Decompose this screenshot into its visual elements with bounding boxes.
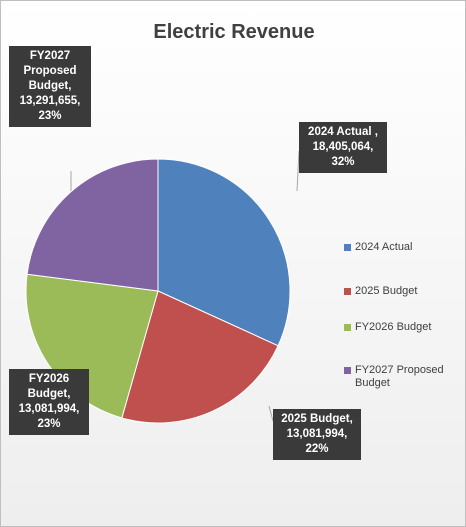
leader-line <box>268 405 274 422</box>
pie-slice <box>26 158 159 292</box>
legend-item: FY2026 Budget <box>344 321 459 334</box>
legend-label: 2025 Budget <box>355 285 418 297</box>
chart-title: Electric Revenue <box>153 21 315 43</box>
pie-slice <box>25 273 159 419</box>
data-label: 2025 Budget, 13,081,994, 22% <box>273 409 361 460</box>
legend-swatch <box>344 324 351 331</box>
data-label: FY2027 Proposed Budget, 13,291,655, 23% <box>9 46 91 127</box>
legend-swatch <box>344 367 351 374</box>
data-label: FY2026 Budget, 13,081,994, 23% <box>9 369 89 435</box>
legend-swatch <box>344 288 351 295</box>
legend-item: 2025 Budget <box>344 285 459 298</box>
legend-label: FY2027 Proposed Budget <box>355 364 444 389</box>
data-label: 2024 Actual , 18,405,064, 32% <box>299 122 387 173</box>
legend-item: FY2027 Proposed Budget <box>344 364 459 390</box>
legend-item: 2024 Actual <box>344 241 459 254</box>
legend-label: FY2026 Budget <box>355 321 432 333</box>
pie-slice <box>157 158 291 347</box>
legend-swatch <box>344 244 351 251</box>
legend-label: 2024 Actual <box>355 241 413 253</box>
leader-line <box>296 150 300 192</box>
pie-slice <box>121 290 279 424</box>
